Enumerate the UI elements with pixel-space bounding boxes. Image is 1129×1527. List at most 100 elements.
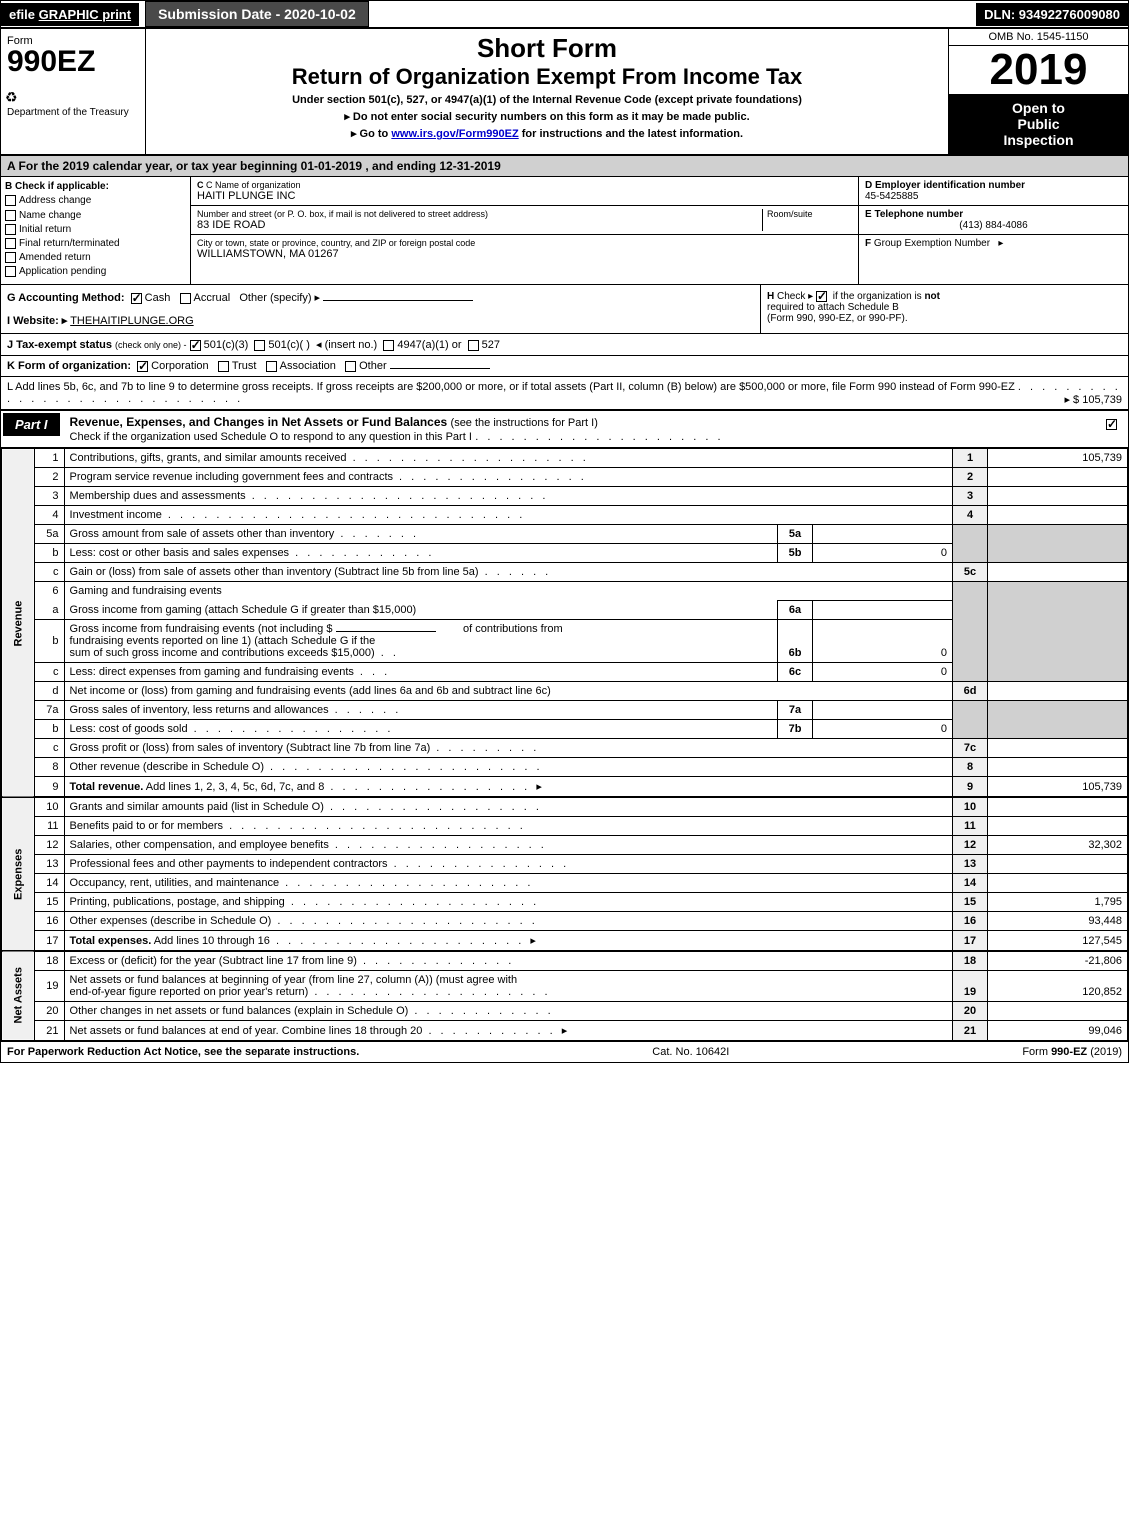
- section-l: L Add lines 5b, 6c, and 7b to line 9 to …: [1, 377, 1128, 411]
- shaded-cell: [953, 620, 988, 663]
- line-amount: 99,046: [988, 1021, 1128, 1041]
- f-label: F Group Exemption Number ▸: [865, 238, 1122, 249]
- c-name-cell: C C Name of organization HAITI PLUNGE IN…: [191, 177, 858, 206]
- b-amended-return[interactable]: Amended return: [5, 252, 186, 263]
- part1-title-sub: (see the instructions for Part I): [451, 417, 598, 429]
- sub-amount: [813, 701, 953, 720]
- line-box: 15: [953, 893, 988, 912]
- line-amount: [988, 487, 1128, 506]
- table-row: b Less: cost or other basis and sales ex…: [2, 544, 1128, 563]
- section-a-tax-year: A For the 2019 calendar year, or tax yea…: [1, 156, 1128, 177]
- checkbox-527[interactable]: [468, 340, 479, 351]
- line-amount: 127,545: [988, 931, 1128, 952]
- b-initial-return[interactable]: Initial return: [5, 224, 186, 235]
- other-underline: [323, 300, 473, 301]
- goto-prefix: ▸ Go to: [351, 128, 391, 140]
- checkbox-cash[interactable]: [131, 293, 142, 304]
- line-text: Less: direct expenses from gaming and fu…: [64, 663, 777, 682]
- line-text-span: Occupancy, rent, utilities, and maintena…: [70, 877, 280, 889]
- line-num: b: [34, 720, 64, 739]
- d-value: 45-5425885: [865, 191, 1122, 202]
- i-label: I Website: ▸: [7, 315, 67, 327]
- line-text-span: Membership dues and assessments: [70, 490, 246, 502]
- line-box: 20: [953, 1002, 988, 1021]
- j-label: J Tax-exempt status: [7, 339, 112, 351]
- short-form-title: Short Form: [156, 33, 938, 64]
- checkbox-accrual[interactable]: [180, 293, 191, 304]
- line-box: 12: [953, 836, 988, 855]
- sub-amount: 0: [813, 544, 953, 563]
- checkbox-4947[interactable]: [383, 340, 394, 351]
- line-text: Less: cost of goods sold . . . . . . . .…: [64, 720, 777, 739]
- b-address-change[interactable]: Address change: [5, 195, 186, 206]
- b-application-pending[interactable]: Application pending: [5, 266, 186, 277]
- line-text: Gross amount from sale of assets other t…: [64, 525, 777, 544]
- line-num: 9: [34, 777, 64, 798]
- line-num: b: [34, 544, 64, 563]
- submission-date-button[interactable]: Submission Date - 2020-10-02: [145, 1, 369, 27]
- table-row: 2 Program service revenue including gove…: [2, 468, 1128, 487]
- shaded-cell: [988, 620, 1128, 663]
- efile-graphic-link[interactable]: GRAPHIC print: [39, 7, 131, 22]
- line-text-span: Gain or (loss) from sale of assets other…: [70, 566, 479, 578]
- line-num: 5a: [34, 525, 64, 544]
- line-text-span: Professional fees and other payments to …: [70, 858, 388, 870]
- j-opt4: 527: [482, 339, 500, 351]
- b-final-return[interactable]: Final return/terminated: [5, 238, 186, 249]
- checkbox-h[interactable]: [816, 291, 827, 302]
- table-row: 3 Membership dues and assessments . . . …: [2, 487, 1128, 506]
- table-row: c Gross profit or (loss) from sales of i…: [2, 739, 1128, 758]
- b-item-label: Initial return: [19, 224, 71, 235]
- checkbox-parti[interactable]: [1106, 419, 1117, 430]
- line-text-span: Other changes in net assets or fund bala…: [70, 1005, 409, 1017]
- line-amount: [988, 817, 1128, 836]
- line-amount: [988, 874, 1128, 893]
- checkbox-trust[interactable]: [218, 361, 229, 372]
- website-link[interactable]: THEHAITIPLUNGE.ORG: [70, 315, 193, 327]
- checkbox-501c3[interactable]: [190, 340, 201, 351]
- dots: . . . . . . . . . . . .: [408, 1005, 553, 1017]
- k-corp: Corporation: [151, 360, 208, 372]
- line-text-span: Gross profit or (loss) from sales of inv…: [70, 742, 431, 754]
- checkbox-other[interactable]: [345, 361, 356, 372]
- table-row: 17 Total expenses. Add lines 10 through …: [2, 931, 1128, 952]
- header-right: OMB No. 1545-1150 2019 Open to Public In…: [948, 29, 1128, 154]
- line-text-span: Less: cost of goods sold: [70, 723, 188, 735]
- line-box: 5c: [953, 563, 988, 582]
- line-num: 4: [34, 506, 64, 525]
- line-text: Gross income from gaming (attach Schedul…: [64, 601, 777, 620]
- line-num: c: [34, 663, 64, 682]
- header-left: Form 990EZ ♻ Department of the Treasury: [1, 29, 146, 154]
- table-row: d Net income or (loss) from gaming and f…: [2, 682, 1128, 701]
- checkbox-501c[interactable]: [254, 340, 265, 351]
- line-text-span: Net assets or fund balances at end of ye…: [70, 1025, 423, 1037]
- line-num: 1: [34, 449, 64, 468]
- line-text-span: Benefits paid to or for members: [70, 820, 223, 832]
- city-label: City or town, state or province, country…: [197, 238, 852, 248]
- table-row: 20 Other changes in net assets or fund b…: [2, 1002, 1128, 1021]
- line-text-span: Salaries, other compensation, and employ…: [70, 839, 329, 851]
- street-label: Number and street (or P. O. box, if mail…: [197, 209, 762, 219]
- line-num: 11: [34, 817, 64, 836]
- part1-check-line: Check if the organization used Schedule …: [70, 431, 472, 443]
- c-label: C C Name of organization: [197, 180, 852, 190]
- section-j: J Tax-exempt status (check only one) - 5…: [1, 334, 1128, 356]
- efile-section: efile GRAPHIC print: [1, 3, 139, 26]
- irs-link[interactable]: www.irs.gov/Form990EZ: [391, 128, 518, 140]
- checkbox-icon: [5, 224, 16, 235]
- footer-left: For Paperwork Reduction Act Notice, see …: [7, 1046, 359, 1058]
- checkbox-icon: [5, 210, 16, 221]
- b-name-change[interactable]: Name change: [5, 210, 186, 221]
- line-text: Other changes in net assets or fund bala…: [64, 1002, 952, 1021]
- line-num: 12: [34, 836, 64, 855]
- line-box: 1: [953, 449, 988, 468]
- dots: . . . . . . . . . . . . . . . . . . . . …: [285, 896, 539, 908]
- line-text-span: Other revenue (describe in Schedule O): [70, 761, 264, 773]
- b-item-label: Final return/terminated: [19, 238, 120, 249]
- checkbox-assoc[interactable]: [266, 361, 277, 372]
- line-box: 18: [953, 951, 988, 971]
- line-box: 13: [953, 855, 988, 874]
- subtitle-goto: ▸ Go to www.irs.gov/Form990EZ for instru…: [156, 127, 938, 140]
- checkbox-corp[interactable]: [137, 361, 148, 372]
- checkbox-icon: [5, 238, 16, 249]
